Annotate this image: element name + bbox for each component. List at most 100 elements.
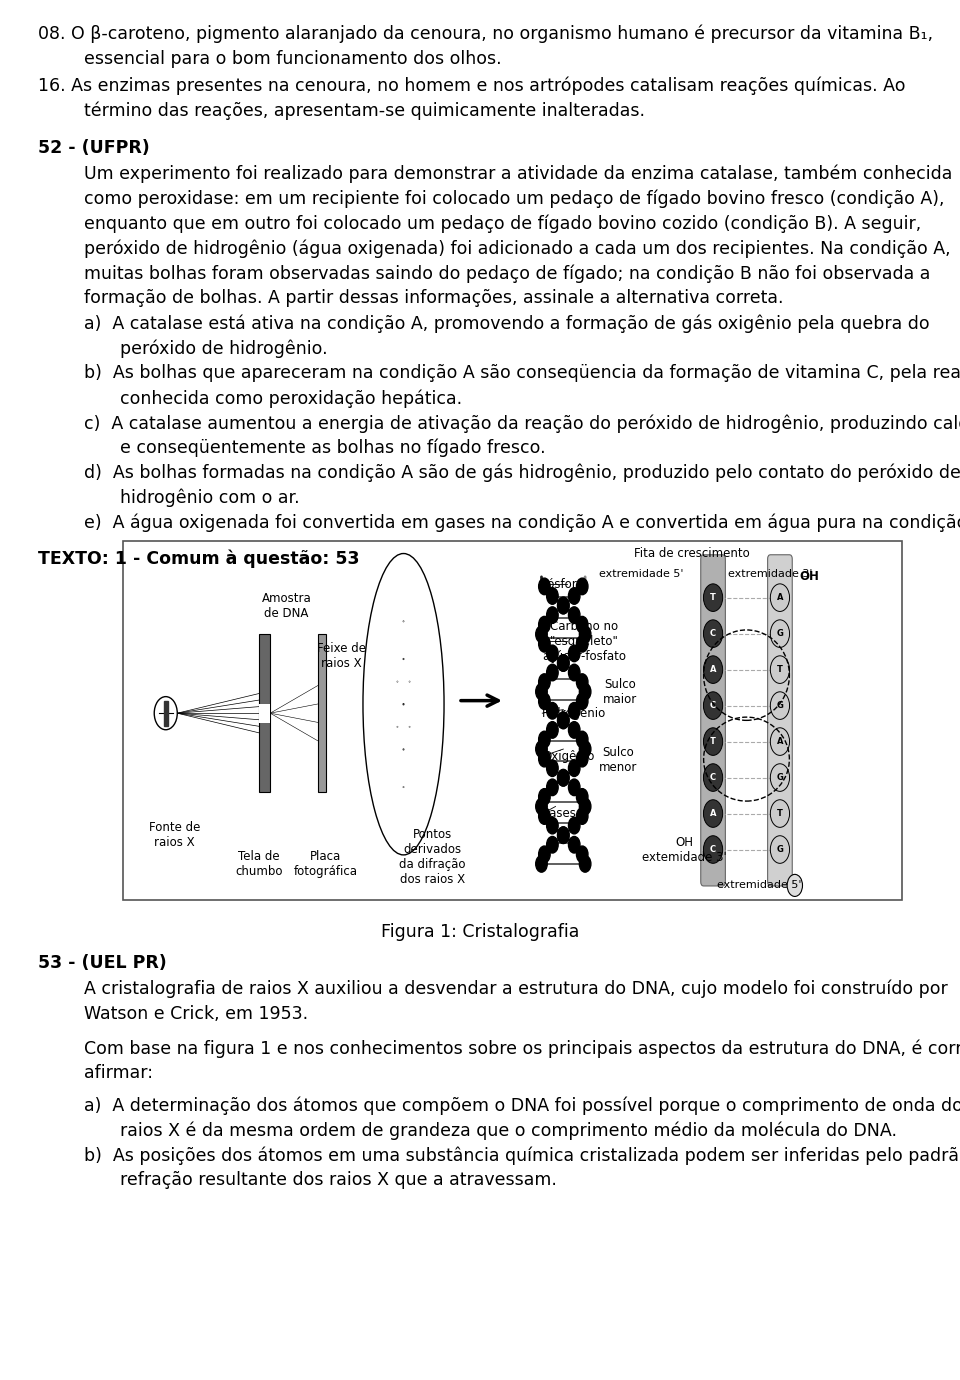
Circle shape [546, 780, 558, 796]
Text: Amostra
de DNA: Amostra de DNA [262, 592, 311, 620]
Text: a)  A determinação dos átomos que compõem o DNA foi possível porque o compriment: a) A determinação dos átomos que compõem… [84, 1096, 960, 1115]
Circle shape [568, 588, 580, 604]
Text: como peroxidase: em um recipiente foi colocado um pedaço de fígado bovino fresco: como peroxidase: em um recipiente foi co… [84, 189, 944, 208]
Circle shape [558, 712, 569, 729]
Circle shape [704, 727, 723, 755]
Circle shape [580, 741, 591, 758]
Text: Figura 1: Cristalografia: Figura 1: Cristalografia [381, 922, 579, 941]
Circle shape [704, 763, 723, 791]
Text: término das reações, apresentam-se quimicamente inalteradas.: término das reações, apresentam-se quimi… [84, 102, 644, 120]
Circle shape [770, 620, 789, 647]
Circle shape [546, 664, 558, 680]
Text: 08. O β-caroteno, pigmento alaranjado da cenoura, no organismo humano é precurso: 08. O β-caroteno, pigmento alaranjado da… [38, 25, 933, 43]
Ellipse shape [363, 553, 444, 854]
Text: e)  A água oxigenada foi convertida em gases na condição A e convertida em água : e) A água oxigenada foi convertida em ga… [84, 513, 960, 531]
Text: refração resultante dos raios X que a atravessam.: refração resultante dos raios X que a at… [120, 1170, 557, 1190]
Circle shape [546, 644, 558, 661]
Circle shape [546, 817, 558, 834]
Text: Fita de crescimento: Fita de crescimento [634, 546, 750, 560]
Text: d)  As bolhas formadas na condição A são de gás hidrogênio, produzido pelo conta: d) As bolhas formadas na condição A são … [84, 464, 960, 482]
Text: OH
extemidade 3': OH extemidade 3' [641, 835, 727, 864]
Circle shape [539, 846, 550, 862]
Circle shape [558, 654, 569, 671]
Circle shape [539, 731, 550, 748]
Text: 16. As enzimas presentes na cenoura, no homem e nos artrópodes catalisam reações: 16. As enzimas presentes na cenoura, no … [38, 76, 906, 95]
Circle shape [580, 798, 591, 814]
Circle shape [539, 636, 550, 653]
Circle shape [576, 617, 588, 633]
Text: Fonte de
raios X: Fonte de raios X [149, 821, 200, 849]
Text: hidrogênio com o ar.: hidrogênio com o ar. [120, 489, 300, 506]
Circle shape [576, 673, 588, 690]
Text: e conseqüentemente as bolhas no fígado fresco.: e conseqüentemente as bolhas no fígado f… [120, 439, 545, 457]
Circle shape [539, 751, 550, 767]
Circle shape [704, 836, 723, 864]
Text: essencial para o bom funcionamento dos olhos.: essencial para o bom funcionamento dos o… [84, 50, 501, 68]
Text: G: G [777, 701, 783, 711]
Circle shape [558, 770, 569, 787]
Text: b)  As bolhas que apareceram na condição A são conseqüencia da formação de vitam: b) As bolhas que apareceram na condição … [84, 364, 960, 382]
Text: T: T [710, 737, 716, 747]
Circle shape [155, 697, 178, 730]
Circle shape [580, 856, 591, 872]
Text: extremidade 3': extremidade 3' [728, 569, 812, 580]
Circle shape [536, 856, 547, 872]
Text: conhecida como peroxidação hepática.: conhecida como peroxidação hepática. [120, 389, 462, 407]
Circle shape [576, 731, 588, 748]
Text: Sulco
menor: Sulco menor [599, 745, 637, 774]
Text: A: A [709, 665, 716, 673]
Text: OH: OH [799, 570, 819, 584]
Text: C: C [710, 773, 716, 782]
Text: Feixe de
raios X: Feixe de raios X [317, 642, 366, 669]
Circle shape [576, 788, 588, 805]
Text: G: G [777, 629, 783, 638]
Bar [259, 704, 270, 723]
Circle shape [558, 598, 569, 614]
Circle shape [536, 627, 547, 643]
Circle shape [536, 741, 547, 758]
Circle shape [770, 763, 789, 791]
Circle shape [539, 578, 550, 595]
Text: Pontos
derivados
da difração
dos raios X: Pontos derivados da difração dos raios X [399, 828, 466, 886]
Text: peróxido de hidrogênio (água oxigenada) foi adicionado a cada um dos recipientes: peróxido de hidrogênio (água oxigenada) … [84, 240, 950, 258]
Circle shape [558, 712, 569, 729]
Circle shape [770, 727, 789, 755]
Circle shape [558, 827, 569, 843]
Circle shape [536, 798, 547, 814]
Text: peróxido de hidrogênio.: peróxido de hidrogênio. [120, 339, 327, 357]
Circle shape [539, 673, 550, 690]
Circle shape [770, 584, 789, 611]
Circle shape [576, 578, 588, 595]
Circle shape [568, 817, 580, 834]
Circle shape [536, 683, 547, 700]
Text: raios X é da mesma ordem de grandeza que o comprimento médio da molécula do DNA.: raios X é da mesma ordem de grandeza que… [120, 1121, 897, 1140]
Circle shape [546, 722, 558, 738]
Circle shape [558, 598, 569, 614]
Circle shape [770, 836, 789, 864]
Bar [123, 541, 902, 900]
Circle shape [770, 656, 789, 683]
Circle shape [770, 691, 789, 719]
Bar [318, 635, 325, 792]
Circle shape [704, 800, 723, 828]
Text: Carbono no
"esqueleto"
açúcar-fosfato: Carbono no "esqueleto" açúcar-fosfato [542, 620, 626, 662]
Text: T: T [777, 809, 782, 818]
Text: Com base na figura 1 e nos conhecimentos sobre os principais aspectos da estrutu: Com base na figura 1 e nos conhecimentos… [84, 1039, 960, 1057]
Circle shape [539, 693, 550, 709]
Circle shape [576, 636, 588, 653]
Text: TEXTO: 1 - Comum à questão: 53: TEXTO: 1 - Comum à questão: 53 [38, 549, 360, 567]
Text: muitas bolhas foram observadas saindo do pedaço de fígado; na condição B não foi: muitas bolhas foram observadas saindo do… [84, 265, 930, 283]
Circle shape [546, 588, 558, 604]
Text: A cristalografia de raios X auxiliou a desvendar a estrutura do DNA, cujo modelo: A cristalografia de raios X auxiliou a d… [84, 980, 948, 998]
Bar [164, 701, 168, 726]
Text: extremidade 5': extremidade 5' [716, 880, 801, 890]
Circle shape [580, 683, 591, 700]
Text: c)  A catalase aumentou a energia de ativação da reação do peróxido de hidrogêni: c) A catalase aumentou a energia de ativ… [84, 414, 960, 432]
Circle shape [576, 846, 588, 862]
Text: C: C [710, 845, 716, 854]
Circle shape [546, 836, 558, 853]
Circle shape [568, 760, 580, 777]
Text: Watson e Crick, em 1953.: Watson e Crick, em 1953. [84, 1005, 307, 1023]
Text: formação de bolhas. A partir dessas informações, assinale a alternativa correta.: formação de bolhas. A partir dessas info… [84, 290, 783, 308]
Text: T: T [777, 665, 782, 673]
